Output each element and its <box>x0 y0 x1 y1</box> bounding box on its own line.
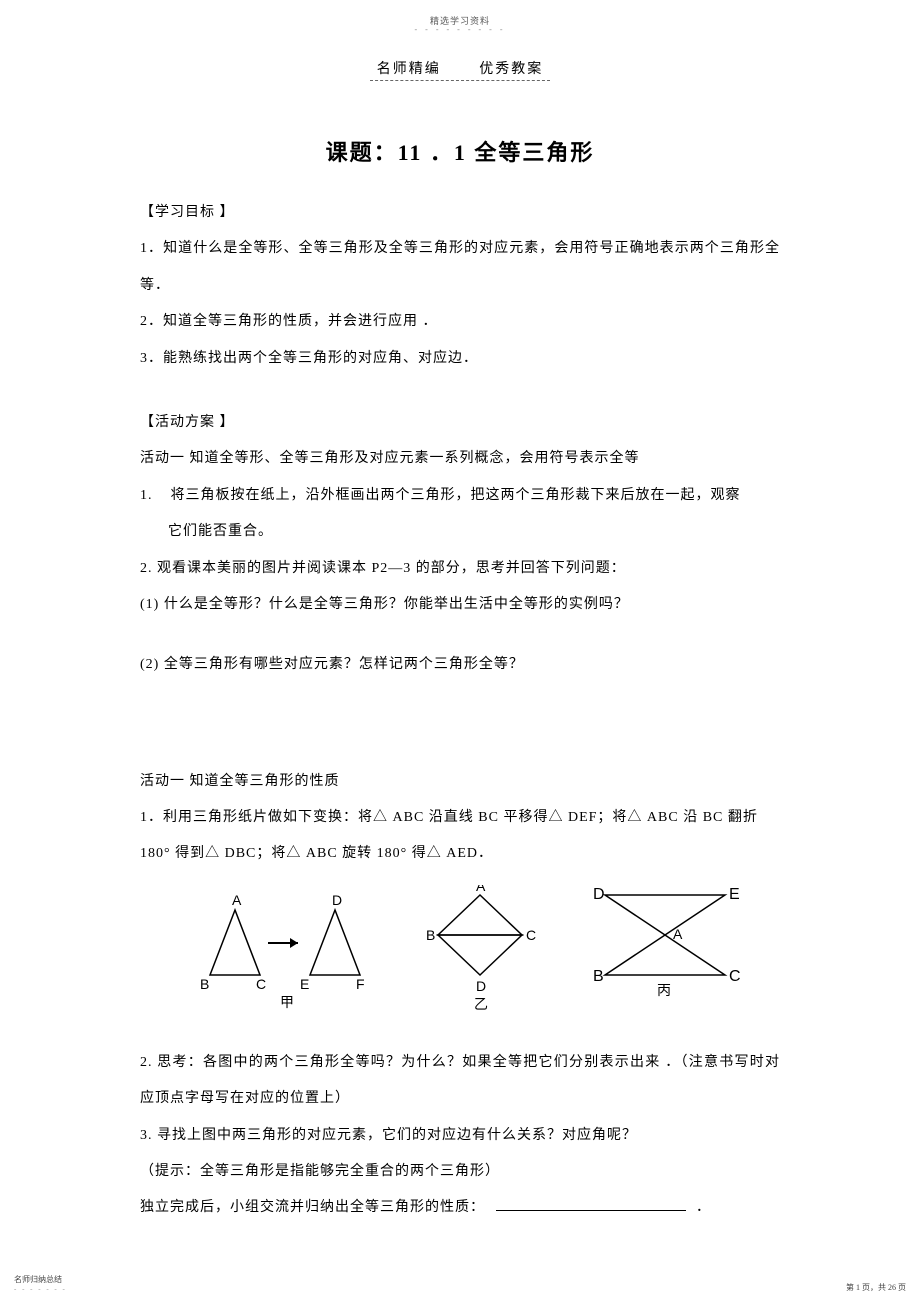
top-watermark-dashes: - - - - - - - - - <box>140 25 780 34</box>
pt-B: B <box>200 976 209 992</box>
pt-A3: A <box>673 926 683 942</box>
label-yi: 乙 <box>474 996 488 1012</box>
pt-B2: B <box>426 927 435 943</box>
footer-left-text: 名师归纳总结 <box>14 1274 67 1285</box>
footer-left-dashes: - - - - - - - <box>14 1285 67 1293</box>
activity1-item2: 2. 观看课本美丽的图片并阅读课本 P2—3 的部分，思考并回答下列问题： <box>140 551 780 587</box>
blank-line <box>496 1197 686 1211</box>
activity1-q2: (2) 全等三角形有哪些对应元素？怎样记两个三角形全等？ <box>140 647 780 683</box>
goal-2: 2．知道全等三角形的性质，并会进行应用 ． <box>140 304 780 340</box>
activity1-title: 活动一 知道全等形、全等三角形及对应元素一系列概念，会用符号表示全等 <box>140 441 780 477</box>
activity2-hint: （提示：全等三角形是指能够完全重合的两个三角形） <box>140 1154 780 1190</box>
figure-yi: A B C D 乙 <box>426 885 536 1012</box>
label-jia: 甲 <box>280 994 294 1010</box>
activity2-title: 活动一 知道全等三角形的性质 <box>140 764 780 800</box>
header-right: 优秀教案 <box>479 62 543 77</box>
activity2-p3: 3. 寻找上图中两三角形的对应元素，它们的对应边有什么关系？对应角呢？ <box>140 1118 780 1154</box>
header-line: 名师精编 优秀教案 <box>140 58 780 78</box>
pt-A: A <box>232 892 242 908</box>
pt-F: F <box>356 976 365 992</box>
pt-D: D <box>332 892 342 908</box>
footer-right: 第 1 页，共 26 页 <box>846 1282 906 1293</box>
goal-1: 1．知道什么是全等形、全等三角形及全等三角形的对应元素，会用符号正确地表示两个三… <box>140 231 780 304</box>
figures-svg: A B C D E F 甲 A B C D 乙 <box>140 885 780 1045</box>
figure-bing: D E A B C 丙 <box>593 886 741 998</box>
pt-E3: E <box>729 886 740 903</box>
pt-E: E <box>300 976 309 992</box>
figures-row: A B C D E F 甲 A B C D 乙 <box>140 885 780 1045</box>
summary-after: ． <box>696 1200 711 1215</box>
footer-left: 名师归纳总结 - - - - - - - <box>14 1274 67 1293</box>
activity1-item1-cont: 它们能否重合。 <box>140 514 780 550</box>
activity1-q1: (1) 什么是全等形？什么是全等三角形？你能举出生活中全等形的实例吗？ <box>140 587 780 623</box>
pt-D2: D <box>476 978 486 994</box>
pt-B3: B <box>593 968 604 985</box>
activity2-p1b: 180° 得到△ DBC；将△ ABC 旋转 180° 得△ AED． <box>140 836 780 872</box>
activity2-summary: 独立完成后，小组交流并归纳出全等三角形的性质： ． <box>140 1190 780 1226</box>
activity2-p1a: 1．利用三角形纸片做如下变换：将△ ABC 沿直线 BC 平移得△ DEF；将△… <box>140 800 780 836</box>
summary-before: 独立完成后，小组交流并归纳出全等三角形的性质： <box>140 1200 485 1215</box>
activity1-item1: 1. 将三角板按在纸上，沿外框画出两个三角形，把这两个三角形裁下来后放在一起，观… <box>140 478 780 514</box>
label-bing: 丙 <box>657 982 671 998</box>
learning-goal-label: 【学习目标 】 <box>140 195 780 231</box>
header-left: 名师精编 <box>377 62 441 77</box>
activity-plan-label: 【活动方案 】 <box>140 405 780 441</box>
pt-C3: C <box>729 968 741 985</box>
header-underline <box>370 80 550 81</box>
goal-3: 3．能熟练找出两个全等三角形的对应角、对应边． <box>140 341 780 377</box>
figure-jia: A B C D E F 甲 <box>200 892 365 1010</box>
pt-A2: A <box>476 885 486 894</box>
activity2-p2: 2. 思考：各图中的两个三角形全等吗？为什么？如果全等把它们分别表示出来 ．（注… <box>140 1045 780 1118</box>
lesson-title: 课题：11 ．1 全等三角形 <box>140 135 780 167</box>
pt-C2: C <box>526 927 536 943</box>
pt-D3: D <box>593 886 605 903</box>
pt-C: C <box>256 976 266 992</box>
